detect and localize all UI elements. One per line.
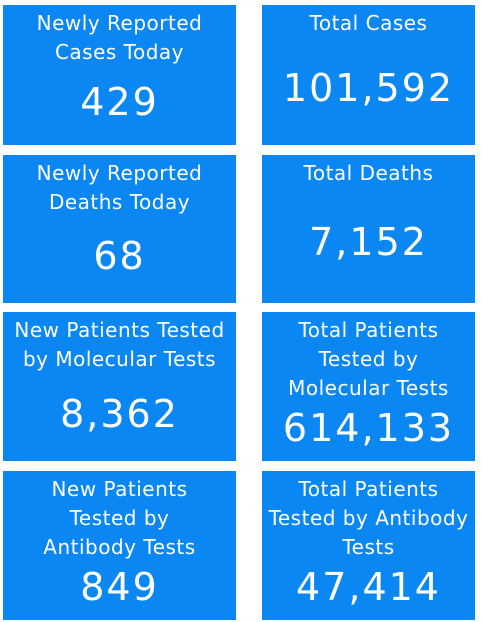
- tile-value: 68: [93, 234, 146, 278]
- tile-value: 101,592: [282, 65, 455, 110]
- tile-value: 429: [80, 80, 159, 124]
- tile-value: 7,152: [309, 219, 428, 264]
- tile: New Patients Tested by Molecular Tests 8,…: [3, 312, 236, 461]
- tile-label: Newly Reported Cases Today: [36, 11, 203, 64]
- tile-value: 849: [80, 565, 159, 609]
- tile-value: 8,362: [60, 391, 179, 436]
- tile-value: 614,133: [282, 406, 455, 450]
- tile-label: New Patients Tested by Antibody Tests: [43, 477, 196, 559]
- tile: Newly Reported Cases Today 429: [3, 5, 236, 145]
- tile: Total Patients Tested by Antibody Tests 4…: [262, 471, 475, 620]
- tile-label: Total Deaths: [303, 161, 434, 185]
- tile-label: Total Patients Tested by Molecular Tests: [288, 318, 449, 400]
- tile: Newly Reported Deaths Today 68: [3, 155, 236, 303]
- tile: Total Patients Tested by Molecular Tests…: [262, 312, 475, 461]
- tile-value: 47,414: [296, 565, 441, 609]
- tile-label: Total Patients Tested by Antibody Tests: [268, 477, 469, 559]
- tile: New Patients Tested by Antibody Tests 849: [3, 471, 236, 620]
- tile-label: Newly Reported Deaths Today: [36, 161, 203, 214]
- tile: Total Cases 101,592: [262, 5, 475, 145]
- tile-label: New Patients Tested by Molecular Tests: [14, 318, 225, 371]
- tile-label: Total Cases: [309, 11, 428, 35]
- tile: Total Deaths 7,152: [262, 155, 475, 303]
